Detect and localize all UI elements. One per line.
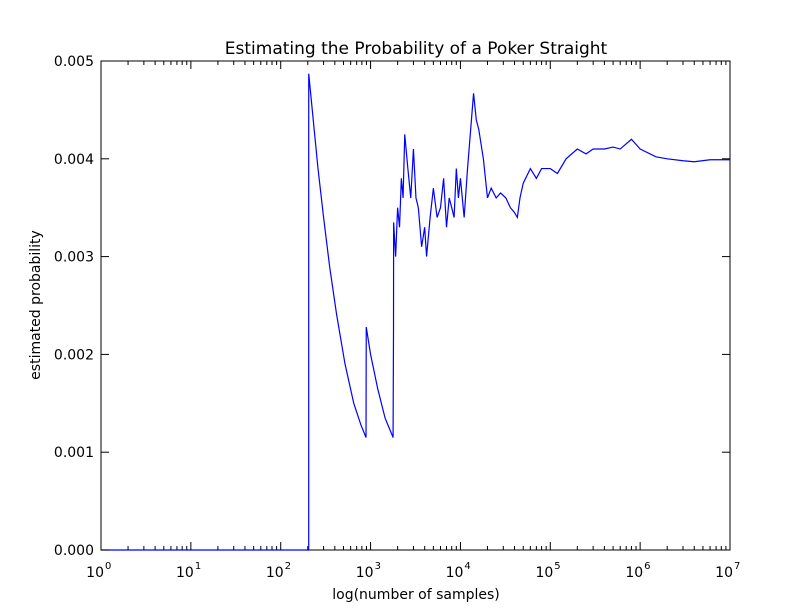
chart-title: Estimating the Probability of a Poker St…	[225, 39, 608, 59]
x-tick-base: 10	[86, 565, 104, 581]
x-tick-base: 10	[535, 565, 553, 581]
x-tick-label: 10 6	[625, 561, 650, 581]
y-tick-label: 0.001	[54, 445, 94, 461]
x-tick-base: 10	[176, 565, 194, 581]
x-tick-exponent: 4	[464, 561, 470, 572]
y-tick-label: 0.002	[54, 347, 94, 363]
x-tick-base: 10	[715, 565, 733, 581]
x-tick-base: 10	[356, 565, 374, 581]
x-tick-label: 10 0	[86, 561, 111, 581]
x-tick-base: 10	[446, 565, 464, 581]
axis-ticks	[100, 60, 731, 551]
y-tick-label: 0.005	[54, 54, 94, 70]
x-tick-base: 10	[625, 565, 643, 581]
plot-frame	[100, 60, 731, 551]
plot-area	[100, 60, 731, 551]
x-tick-label: 10 4	[446, 561, 471, 581]
x-tick-label: 10 2	[266, 561, 291, 581]
y-axis-label: estimated probability	[28, 230, 44, 380]
x-tick-label: 10 7	[715, 561, 740, 581]
x-tick-label: 10 1	[176, 561, 201, 581]
x-tick-label: 10 5	[535, 561, 560, 581]
x-axis-label: log(number of samples)	[332, 587, 500, 603]
x-tick-exponent: 2	[285, 561, 291, 572]
x-tick-exponent: 7	[734, 561, 740, 572]
x-tick-exponent: 5	[554, 561, 560, 572]
y-tick-label: 0.003	[54, 250, 94, 266]
x-tick-exponent: 1	[195, 561, 201, 572]
x-tick-exponent: 3	[375, 561, 381, 572]
x-tick-exponent: 6	[644, 561, 650, 572]
y-tick-label: 0.004	[54, 152, 94, 168]
x-tick-exponent: 0	[105, 561, 111, 572]
y-tick-label: 0.000	[54, 543, 94, 559]
x-tick-labels: 10 0 10 1 10 2 10 3 10 4 10 5 10 6 10 7	[86, 561, 740, 581]
x-tick-label: 10 3	[356, 561, 381, 581]
series-line	[101, 73, 730, 551]
y-tick-labels: 0.000 0.001 0.002 0.003 0.004 0.005	[54, 54, 94, 559]
x-tick-base: 10	[266, 565, 284, 581]
